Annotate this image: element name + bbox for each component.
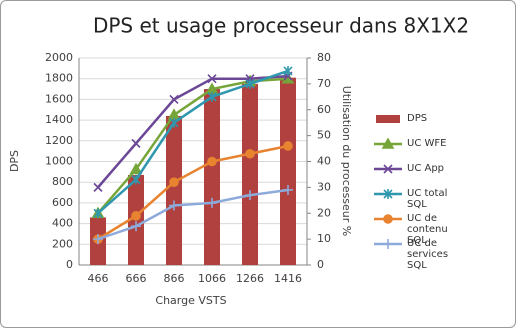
legend-swatch xyxy=(376,115,400,123)
marker xyxy=(245,148,255,159)
legend: DPS UC WFE UC App UC total SQL UC de contenu… xyxy=(373,113,493,271)
marker xyxy=(169,117,179,128)
x-tick-label: 1416 xyxy=(274,272,302,285)
legend-item: UC de contenu SQL xyxy=(373,213,493,246)
marker xyxy=(245,190,255,201)
y2-axis-title: Utilisation du processeur % xyxy=(340,86,353,237)
marker xyxy=(283,141,293,151)
marker xyxy=(169,200,179,211)
legend-item: UC App xyxy=(373,163,493,188)
legend-label: UC WFE xyxy=(407,138,447,149)
line xyxy=(97,144,289,241)
bar xyxy=(204,89,220,265)
y2-tick-label: 10 xyxy=(317,232,331,245)
y-tick-label: 200 xyxy=(52,237,73,250)
legend-marker xyxy=(383,239,393,249)
legend-icon xyxy=(374,164,402,174)
y2-tick-label: 40 xyxy=(317,155,331,168)
marker xyxy=(283,184,293,195)
marker xyxy=(93,234,103,245)
y2-tick-label: 30 xyxy=(317,180,331,193)
line xyxy=(97,74,289,189)
x-axis-title: Charge VSTS xyxy=(155,294,226,307)
y-tick-label: 1600 xyxy=(45,92,73,105)
chart-title: DPS et usage processeur dans 8X1X2 xyxy=(93,14,469,38)
legend-icon xyxy=(374,214,402,224)
marker xyxy=(129,162,143,175)
marker xyxy=(207,197,217,208)
legend-marker xyxy=(381,138,395,149)
legend-item: UC de services SQL xyxy=(373,238,493,271)
y2-tick-label: 60 xyxy=(317,103,331,116)
legend-icon xyxy=(376,115,400,123)
y-tick-label: 0 xyxy=(66,258,73,271)
x-tick-label: 666 xyxy=(126,272,147,285)
line xyxy=(97,188,289,241)
marker xyxy=(169,94,179,104)
marker xyxy=(131,221,141,232)
marker xyxy=(131,211,141,221)
x-tick-label: 866 xyxy=(164,272,185,285)
legend-item: UC WFE xyxy=(373,138,493,163)
marker xyxy=(207,156,217,167)
bar xyxy=(242,83,258,265)
legend-label: UC App xyxy=(407,163,445,174)
y-tick-label: 1000 xyxy=(45,155,73,168)
y-tick-label: 1200 xyxy=(45,134,73,147)
legend-label: DPS xyxy=(407,113,428,124)
legend-icon xyxy=(374,239,402,249)
marker xyxy=(93,208,103,219)
x-tick-label: 466 xyxy=(88,272,109,285)
legend-label: UC de services SQL xyxy=(407,238,449,271)
legend-label: UC de contenu SQL xyxy=(407,213,448,246)
legend-icon xyxy=(374,189,402,199)
bar xyxy=(166,115,182,266)
marker xyxy=(93,182,103,192)
legend-marker xyxy=(383,189,393,199)
y-tick-label: 1400 xyxy=(45,113,73,126)
legend-item: DPS xyxy=(373,113,493,138)
y2-tick-label: 20 xyxy=(317,206,331,219)
y2-tick-label: 0 xyxy=(317,258,324,271)
legend-marker xyxy=(383,214,393,224)
legend-item: UC total SQL xyxy=(373,188,493,213)
marker xyxy=(283,65,293,76)
line xyxy=(97,69,289,215)
y2-tick-label: 50 xyxy=(317,129,331,142)
marker xyxy=(245,78,255,89)
x-tick-label: 1266 xyxy=(236,272,264,285)
marker xyxy=(131,138,141,148)
y-tick-label: 800 xyxy=(52,175,73,188)
x-tick-label: 1066 xyxy=(198,272,226,285)
marker xyxy=(169,177,179,187)
y-tick-label: 400 xyxy=(52,217,73,230)
marker xyxy=(131,174,141,185)
y-tick-label: 600 xyxy=(52,196,73,209)
legend-icon xyxy=(374,138,402,149)
y-axis-title: DPS xyxy=(8,150,21,172)
marker xyxy=(207,74,217,84)
bar xyxy=(280,77,296,265)
marker xyxy=(207,91,217,102)
legend-marker xyxy=(383,164,393,174)
y2-tick-label: 70 xyxy=(317,77,331,90)
legend-label: UC total SQL xyxy=(407,188,448,210)
y2-tick-label: 80 xyxy=(317,51,331,64)
y-tick-label: 1800 xyxy=(45,72,73,85)
y-tick-label: 2000 xyxy=(45,51,73,64)
